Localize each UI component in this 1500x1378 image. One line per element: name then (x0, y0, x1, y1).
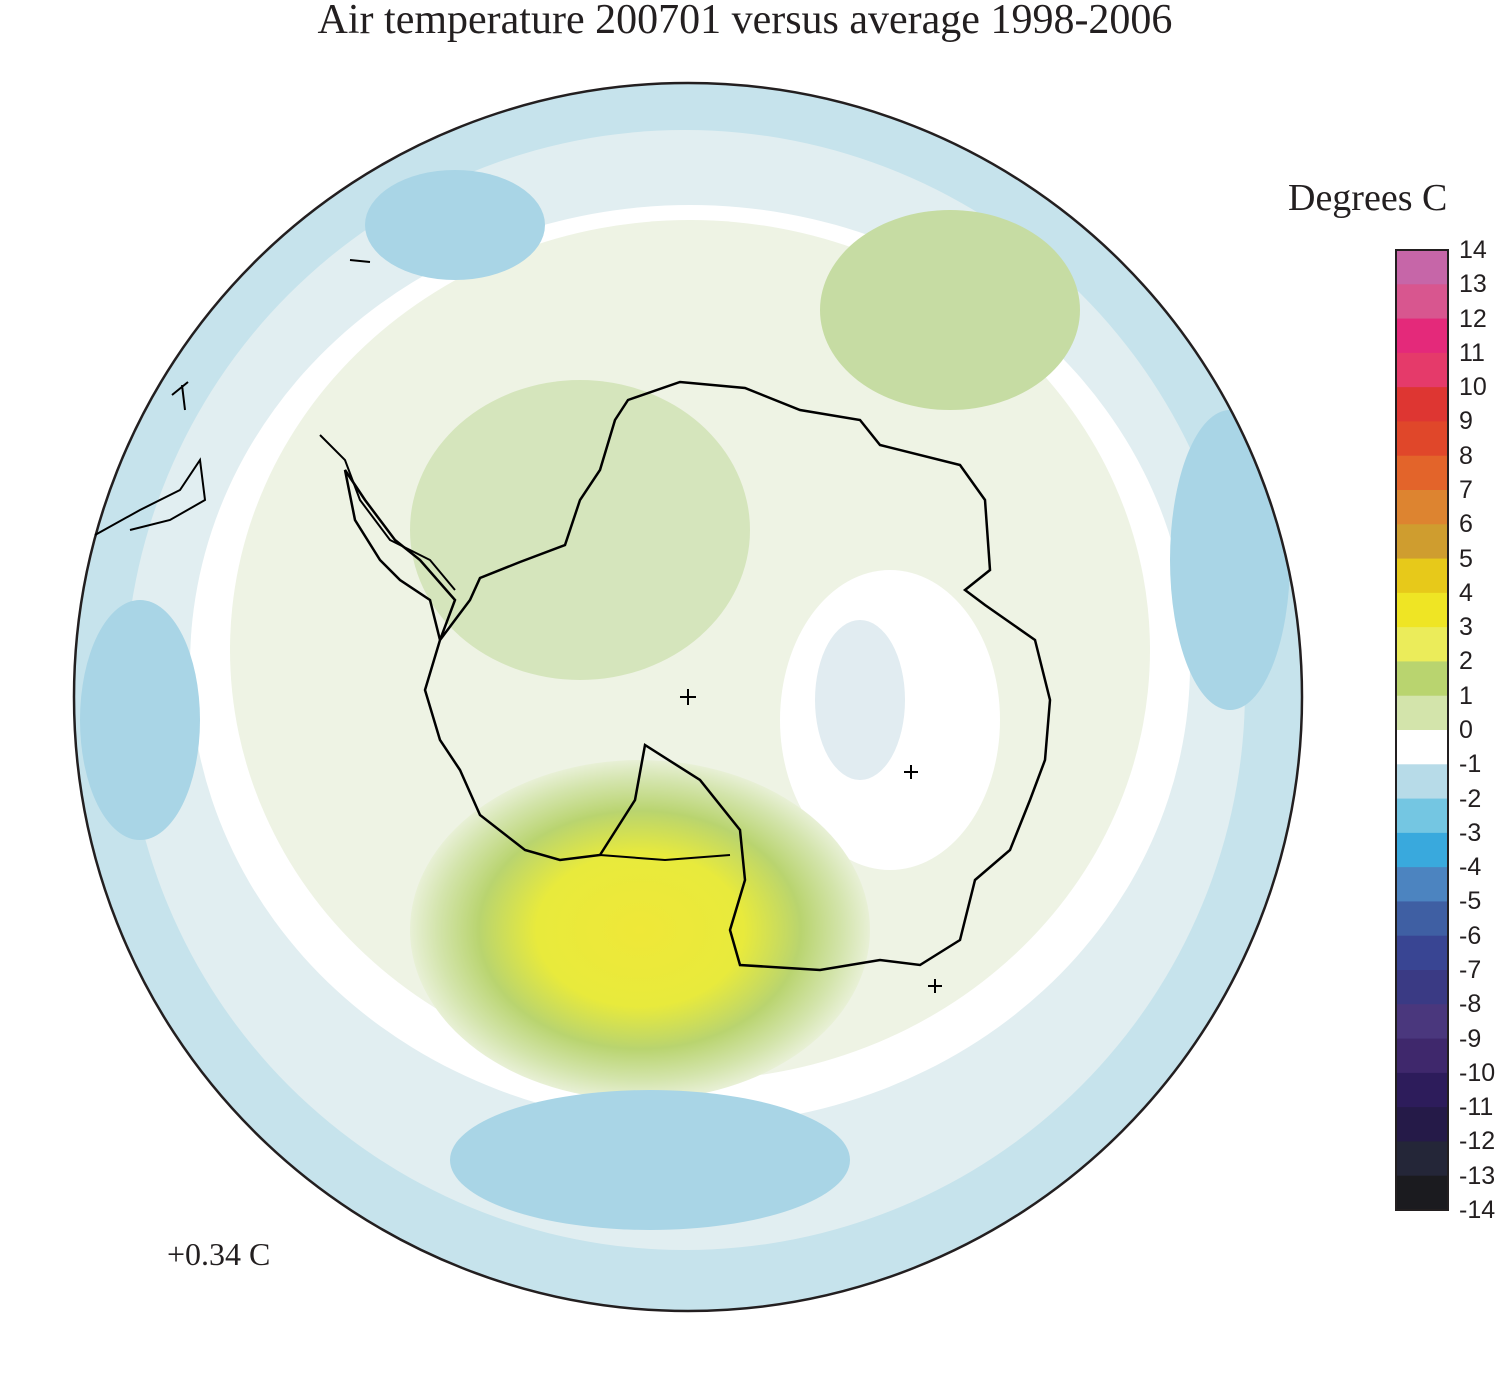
legend-tick-label: 6 (1459, 510, 1473, 539)
legend-tick-label: 12 (1459, 304, 1487, 333)
legend-tick-label: 7 (1459, 476, 1473, 504)
scale-swatch (1396, 318, 1448, 354)
scale-swatch (1396, 524, 1448, 560)
cool-core-east (815, 620, 905, 780)
legend-tick-label: 11 (1459, 338, 1485, 367)
legend-tick-label: -7 (1459, 956, 1482, 984)
scale-swatch (1396, 1004, 1448, 1040)
map-boundary (72, 81, 1304, 1313)
peninsula-coastline (319, 434, 456, 591)
warm-anomaly-ross-sea (410, 760, 870, 1100)
legend-tick-label: 0 (1459, 716, 1473, 744)
scale-swatch (1396, 661, 1448, 697)
color-scale-bar (1395, 249, 1449, 1211)
legend-tick-label: -9 (1459, 1024, 1482, 1053)
legend-tick-label: 1 (1459, 681, 1473, 710)
cool-patch-north (365, 170, 545, 280)
legend-tick-label: -5 (1459, 887, 1482, 916)
legend-tick-label: -11 (1459, 1093, 1494, 1122)
scale-swatch (1396, 490, 1448, 525)
legend-tick-label: 5 (1459, 544, 1473, 573)
scale-swatch (1396, 421, 1448, 457)
scale-swatch (1396, 730, 1448, 765)
warm-patch-weddell (410, 380, 750, 680)
legend-tick-label: -3 (1459, 818, 1482, 847)
ross-ice-shelf-line (599, 854, 731, 862)
scale-swatch (1396, 970, 1448, 1005)
scale-swatch (1396, 1038, 1448, 1074)
legend-tick-label: -4 (1459, 853, 1482, 882)
south-america-coastline (94, 457, 207, 536)
station-marker (928, 979, 942, 993)
station-markers (680, 689, 942, 993)
legend-tick-label: -1 (1459, 750, 1482, 779)
scale-swatch (1396, 1107, 1448, 1142)
legend-tick-label: -14 (1459, 1196, 1496, 1224)
warm-patch-north (820, 210, 1080, 410)
chart-title: Air temperature 200701 versus average 19… (317, 0, 1173, 43)
island-coastline (171, 259, 371, 411)
scale-swatch (1396, 1141, 1448, 1177)
scale-swatch (1396, 1072, 1448, 1108)
legend-tick-label: -12 (1459, 1127, 1496, 1156)
legend-tick-label: 13 (1459, 270, 1487, 299)
legend-tick-label: 3 (1459, 613, 1473, 642)
scale-swatch (1396, 558, 1448, 594)
scale-swatch (1396, 284, 1448, 320)
scale-swatch (1396, 901, 1448, 937)
legend-tick-label: 2 (1459, 647, 1473, 676)
scale-swatch (1396, 798, 1448, 834)
scale-swatch (1396, 627, 1448, 662)
legend-tick-label: -6 (1459, 921, 1482, 950)
legend-tick-label: 4 (1459, 578, 1473, 607)
legend-tick-label: -10 (1459, 1058, 1496, 1087)
legend-tick-label: 8 (1459, 441, 1473, 470)
scale-swatch (1396, 250, 1448, 285)
scale-swatch (1396, 764, 1448, 800)
south-pole-marker (680, 689, 696, 705)
scale-swatch (1396, 1175, 1448, 1211)
cool-patch-east-edge (1170, 410, 1290, 710)
scale-border (1395, 249, 1449, 1211)
cool-patch-south (450, 1090, 850, 1230)
legend-tick-label: -13 (1459, 1161, 1496, 1190)
legend-tick-label: -8 (1459, 990, 1482, 1019)
scale-swatch (1396, 387, 1448, 422)
antarctica-coastline (343, 380, 1052, 972)
scale-swatch (1396, 592, 1448, 628)
cool-patch-west-edge (80, 600, 200, 840)
scale-swatch (1396, 352, 1448, 388)
scale-swatch (1396, 867, 1448, 902)
legend-title: Degrees C (1288, 177, 1448, 219)
legend-tick-label: -2 (1459, 784, 1482, 813)
scale-swatch (1396, 455, 1448, 491)
scale-swatch (1396, 935, 1448, 971)
scale-swatch (1396, 695, 1448, 731)
mean-anomaly-label: +0.34 C (167, 1236, 271, 1272)
station-marker (904, 765, 918, 779)
legend-tick-label: 14 (1459, 236, 1487, 264)
legend-tick-label: 9 (1459, 407, 1473, 436)
legend-tick-label: 10 (1459, 373, 1487, 402)
scale-swatch (1396, 832, 1448, 868)
